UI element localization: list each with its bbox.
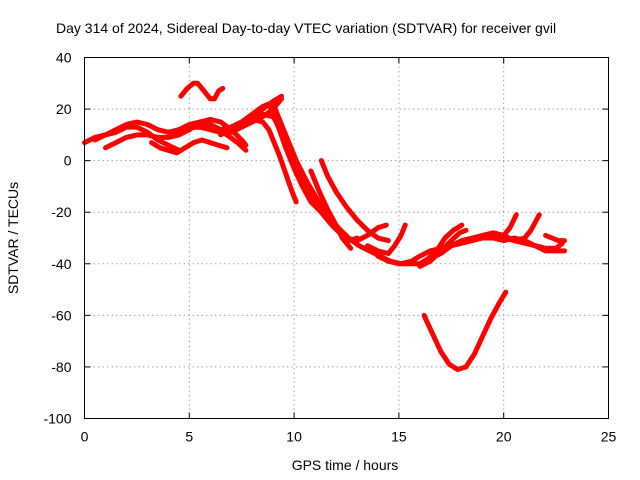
plot-frame xyxy=(84,57,609,419)
y-tick-label: -60 xyxy=(51,307,71,323)
y-tick-label: -80 xyxy=(51,359,71,375)
x-tick-label: 10 xyxy=(286,429,302,445)
y-tick-label: 20 xyxy=(56,101,72,117)
series-arc-15 xyxy=(375,212,519,267)
axis-ticks: 0 5 10 15 20 25 -100 -80 -60 -40 -20 0 20 40 xyxy=(43,50,616,445)
series-arc-7 xyxy=(178,80,226,102)
series-arc-14 xyxy=(365,222,408,256)
y-tick-label: 0 xyxy=(64,153,72,169)
series-arc-2 xyxy=(92,124,182,153)
y-axis-label: SDTVAR / TECUs xyxy=(5,182,21,294)
series-arc-13 xyxy=(318,158,391,244)
series-arc-18 xyxy=(421,289,509,372)
x-tick-label: 15 xyxy=(391,429,407,445)
y-tick-label: -40 xyxy=(51,256,71,272)
series-arc-8 xyxy=(218,116,299,205)
series-arc-12 xyxy=(308,168,354,251)
series-arc-20 xyxy=(501,232,567,254)
y-tick-label: 40 xyxy=(56,50,72,66)
x-tick-label: 20 xyxy=(496,429,512,445)
y-tick-label: -100 xyxy=(43,411,71,427)
y-tick-label: -20 xyxy=(51,204,71,220)
series-arc-16 xyxy=(417,227,469,269)
x-tick-label: 0 xyxy=(81,429,89,445)
x-axis-label: GPS time / hours xyxy=(292,457,399,473)
series-arc-21 xyxy=(543,232,567,244)
series-arc-17 xyxy=(417,222,465,267)
data-series xyxy=(82,80,567,372)
series-arc-5 xyxy=(172,124,249,153)
chart-title: Day 314 of 2024, Sidereal Day-to-day VTE… xyxy=(56,20,556,36)
x-tick-label: 25 xyxy=(601,429,617,445)
x-tick-label: 5 xyxy=(185,429,193,445)
series-arc-4 xyxy=(149,137,230,156)
series-arc-10 xyxy=(249,111,389,244)
